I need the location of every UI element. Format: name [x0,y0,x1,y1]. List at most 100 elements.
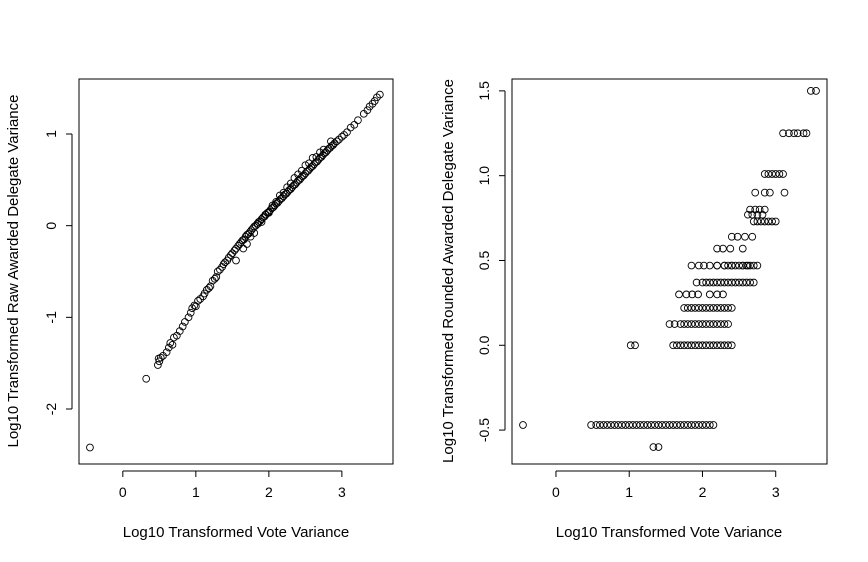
right-data-point [731,261,740,270]
right-data-point [713,244,721,253]
right-data-point [592,421,601,429]
right-data-point [764,170,773,178]
right-data-point [691,421,699,429]
right-data-point [713,278,721,287]
right-data-point [709,421,718,429]
left-data-point [142,374,151,383]
right-x-axis: 0 1 2 3 [552,470,780,500]
right-data-point [610,421,619,429]
right-data-point [724,261,732,270]
right-data-point [694,261,703,270]
right-data-point [603,421,612,429]
right-data-point [669,341,678,350]
right-data-point [779,170,787,178]
left-y-axis: -2 -1 0 1 [43,130,73,415]
right-data-point [766,188,774,197]
left-data-point [376,90,384,99]
left-data-point [250,229,259,237]
left-data-point [272,197,281,206]
right-data-point [768,217,776,226]
right-data-point [519,421,527,429]
left-data-point [316,148,324,157]
left-data-point [216,265,224,274]
right-data-point [807,87,815,95]
right-x-tick-label: 1 [625,484,633,500]
right-data-point [755,205,764,214]
right-x-axis-label: Log10 Transformed Vote Variance [556,524,783,541]
right-data-point [719,290,727,299]
right-data-point [709,341,718,350]
right-x-tick-label: 0 [552,484,560,500]
right-data-point [742,261,751,270]
right-data-point [587,421,595,429]
right-data-point [614,421,623,429]
right-data-point [676,320,685,328]
right-data-point [694,304,703,312]
right-data-point [720,261,729,270]
right-data-point [654,421,663,429]
right-data-point [618,421,626,429]
right-data-point [702,421,710,429]
right-data-point [746,205,754,214]
right-data-point [716,304,725,312]
right-data-point [735,278,743,287]
right-data-point [683,304,692,312]
left-data-point [279,188,288,197]
right-data-point [751,205,760,214]
right-data-point [753,261,762,270]
right-data-point [640,421,648,429]
right-data-point [702,341,710,350]
left-data-point [243,240,251,248]
right-data-point [720,320,729,328]
right-data-point [727,304,736,312]
right-data-point [687,341,696,350]
right-data-point [749,261,758,270]
left-x-tick-label: 1 [192,484,200,500]
right-data-point [705,261,714,270]
right-data-point [746,261,754,270]
left-data-point [212,273,221,281]
left-data-point [308,153,317,162]
right-data-point [764,217,773,226]
left-x-axis: 0 1 2 3 [119,470,346,500]
left-data-point [194,296,202,305]
left-point-layer [86,90,384,452]
left-x-axis-label: Log10 Transformed Vote Variance [123,524,350,541]
right-data-point [713,341,721,350]
right-data-point [687,261,696,270]
right-data-point [682,290,691,299]
left-data-point [232,256,240,265]
right-data-point [760,217,769,226]
right-data-point [727,232,736,241]
right-y-tick-label: 1.0 [476,166,492,186]
right-data-point [775,170,784,178]
right-data-point [738,261,747,270]
right-data-point [625,421,634,429]
right-data-point [694,290,702,299]
right-y-tick-label: 1.5 [476,81,492,101]
right-data-point [748,232,757,241]
right-data-point [709,320,718,328]
right-data-point [680,341,689,350]
right-data-point [724,341,732,350]
right-data-point [744,210,752,219]
left-data-point [86,443,94,452]
right-data-point [731,278,740,287]
right-data-point [719,244,727,253]
right-data-point [738,244,747,253]
right-data-point [727,278,736,287]
left-data-point [363,106,372,115]
right-data-point [771,170,780,178]
right-data-point [780,188,789,197]
right-data-point [658,421,667,429]
left-data-point [254,219,262,228]
right-data-point [705,341,714,350]
right-data-point [705,290,714,299]
right-data-point [626,341,635,350]
right-data-point [647,421,656,429]
right-data-point [694,320,703,328]
left-y-tick-label: 0 [43,222,59,230]
right-data-point [650,421,659,429]
right-data-point [687,421,696,429]
right-data-point [709,304,718,312]
